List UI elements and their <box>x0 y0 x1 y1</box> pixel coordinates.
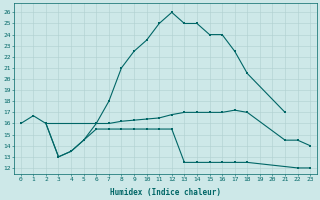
X-axis label: Humidex (Indice chaleur): Humidex (Indice chaleur) <box>110 188 221 197</box>
